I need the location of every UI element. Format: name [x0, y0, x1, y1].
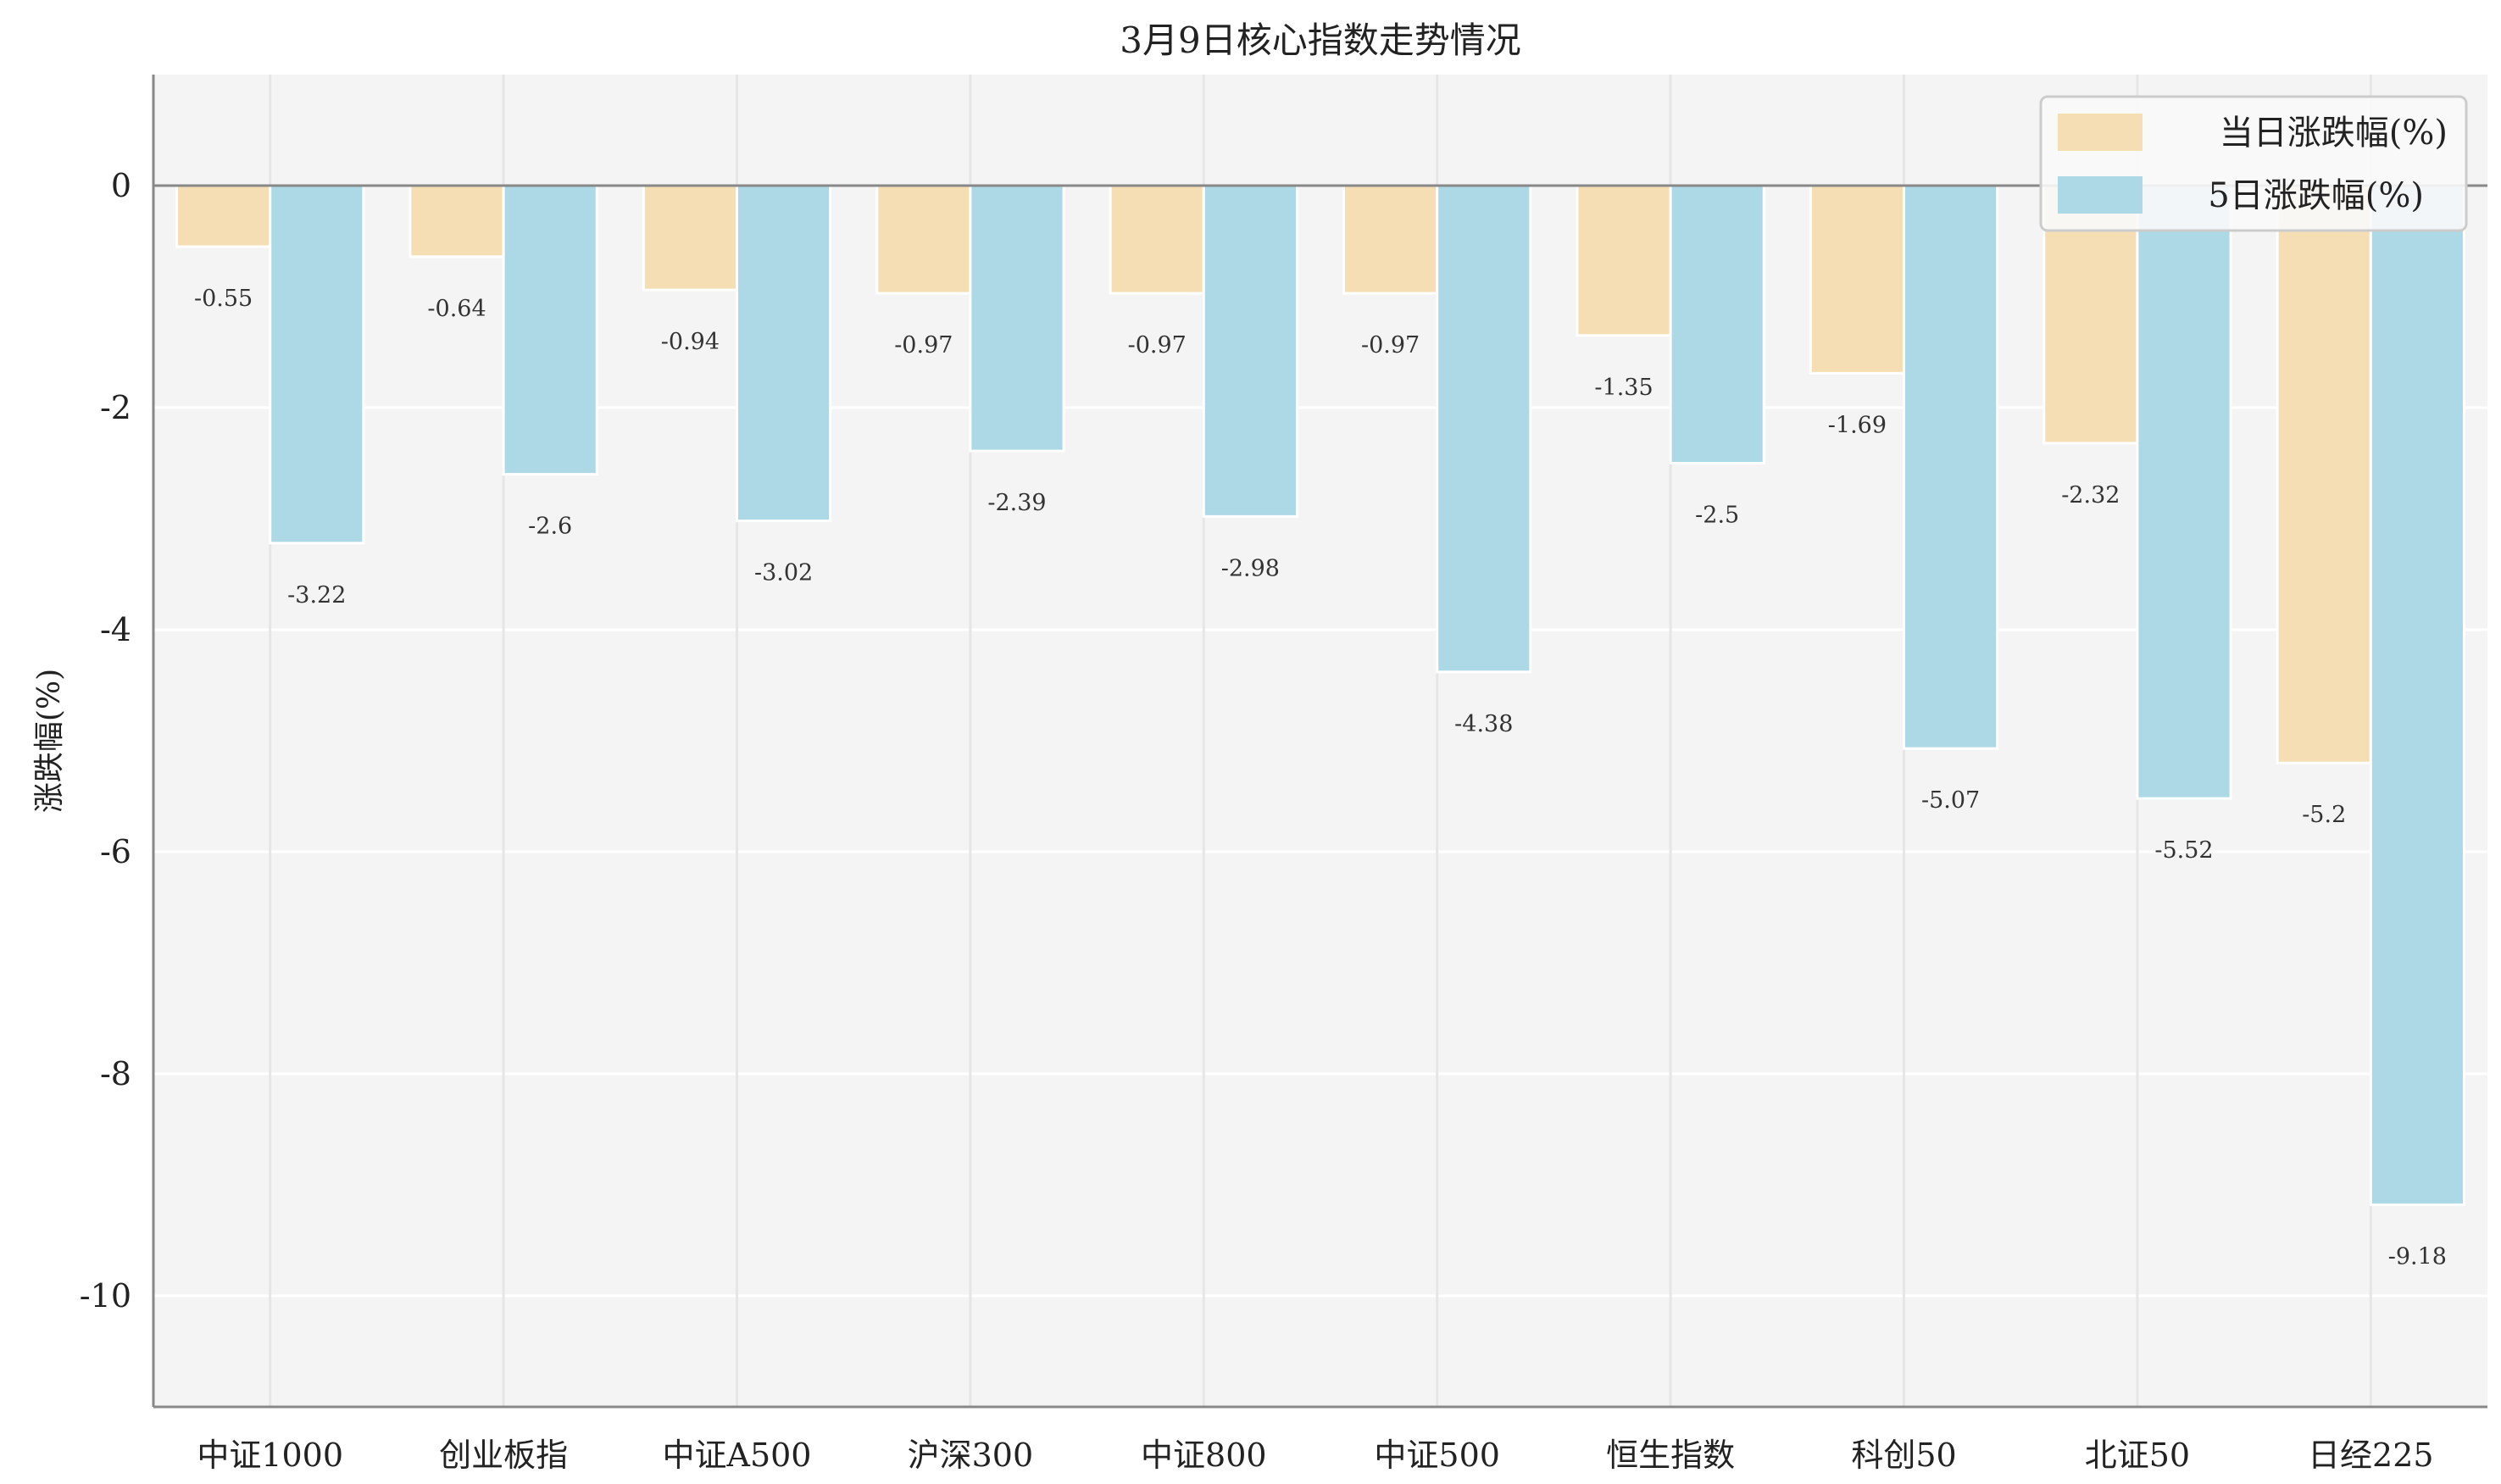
x-tick-label: 中证500	[1374, 1437, 1500, 1474]
data-label: -3.22	[287, 582, 346, 609]
data-label: -5.52	[2154, 837, 2213, 864]
data-label: -5.07	[1921, 787, 1980, 814]
bar-5day	[1669, 184, 1765, 464]
data-label: -2.32	[2061, 482, 2120, 509]
data-label: -2.39	[987, 490, 1046, 516]
x-tick-label: 科创50	[1851, 1437, 1956, 1474]
chart-title: 3月9日核心指数走势情况	[1120, 19, 1520, 61]
data-label: -3.02	[754, 560, 813, 586]
bar-daily	[1109, 184, 1205, 295]
data-label: -1.35	[1594, 375, 1653, 401]
data-label: -2.98	[1221, 555, 1280, 581]
bar-daily	[1809, 184, 1906, 375]
bar-daily	[1576, 184, 1672, 337]
data-label: -2.5	[1695, 503, 1739, 529]
bar-5day	[2369, 184, 2465, 1207]
data-label: -0.97	[1361, 332, 1420, 358]
bar-5day	[736, 184, 832, 523]
data-label: -2.6	[528, 514, 572, 540]
x-tick-label: 沪深300	[908, 1437, 1034, 1474]
y-tick-label: -4	[100, 611, 131, 648]
bar-5day	[269, 184, 365, 545]
bar-5day	[969, 184, 1065, 453]
y-tick-label: 0	[111, 167, 131, 204]
data-label: -4.38	[1454, 711, 1513, 737]
bar-5day	[1903, 184, 1999, 750]
x-tick-label: 恒生指数	[1606, 1437, 1735, 1474]
legend-label-5day: 5日涨跌幅(%)	[2208, 176, 2424, 215]
legend: 当日涨跌幅(%) 5日涨跌幅(%)	[2039, 95, 2468, 232]
data-label: -0.94	[661, 329, 720, 355]
bar-daily	[175, 184, 272, 248]
legend-swatch-daily	[2058, 114, 2143, 151]
y-tick-label: -8	[100, 1055, 131, 1092]
data-label: -5.2	[2302, 802, 2346, 828]
x-tick-label: 中证A500	[663, 1437, 812, 1474]
x-tick-label: 中证800	[1141, 1437, 1267, 1474]
bar-daily	[642, 184, 739, 292]
y-tick-label: -2	[100, 389, 131, 426]
data-label: -9.18	[2388, 1244, 2447, 1270]
bar-5day	[1436, 184, 1532, 674]
bar-daily	[2276, 184, 2372, 764]
data-label: -0.55	[194, 286, 253, 312]
data-label: -0.64	[427, 296, 486, 322]
x-tick-label: 中证1000	[197, 1437, 343, 1474]
bar-daily	[408, 184, 505, 258]
bar-5day	[1202, 184, 1298, 518]
x-tick-label: 北证50	[2085, 1437, 2190, 1474]
bar-5day	[2136, 184, 2232, 800]
data-label: -1.69	[1828, 412, 1887, 438]
data-label: -0.97	[894, 332, 953, 358]
bar-daily	[875, 184, 972, 295]
bar-daily	[1342, 184, 1439, 295]
data-label: -0.97	[1128, 332, 1187, 358]
legend-swatch-5day	[2058, 176, 2143, 214]
legend-label-daily: 当日涨跌幅(%)	[2220, 114, 2448, 153]
x-tick-label: 日经225	[2308, 1437, 2434, 1474]
x-tick-label: 创业板指	[439, 1437, 568, 1474]
bar-5day	[502, 184, 598, 476]
y-tick-label: -10	[80, 1277, 131, 1314]
y-axis-label: 涨跌幅(%)	[32, 669, 67, 813]
y-tick-label: -6	[100, 833, 131, 870]
